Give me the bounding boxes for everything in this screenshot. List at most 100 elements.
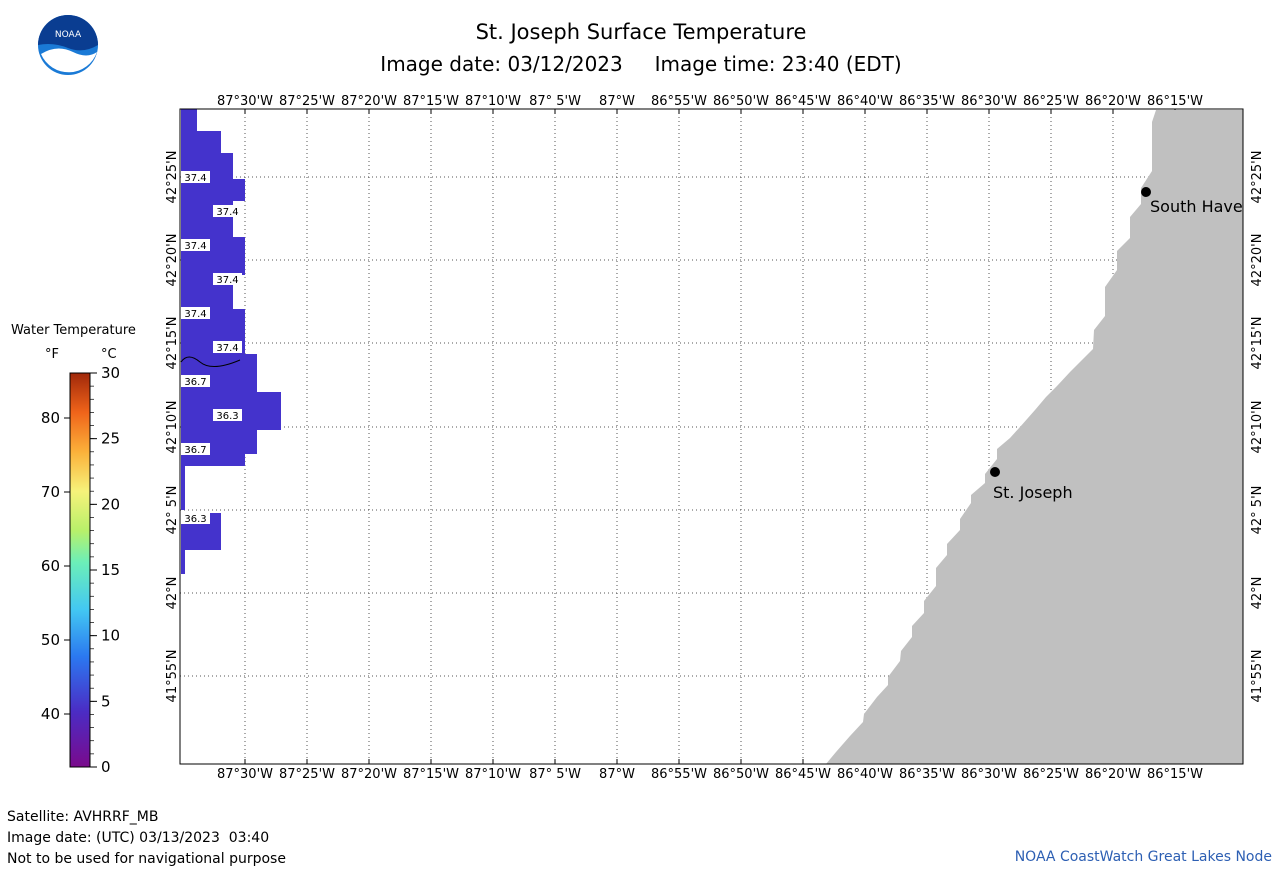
footer-disclaimer: Not to be used for navigational purpose — [7, 851, 286, 867]
noaa-logo-icon: NOAA — [38, 15, 98, 75]
lat-label-right: 42°10'N — [1250, 401, 1265, 454]
map-frame — [179, 108, 1244, 765]
lat-label-right: 42°20'N — [1250, 234, 1265, 287]
lat-label-right: 41°55'N — [1250, 650, 1265, 703]
image-time-label: Image time: 23:40 (EDT) — [654, 52, 902, 76]
temperature-legend: Water Temperature °F °C 8070605040302520… — [11, 323, 136, 776]
svg-text:37.4: 37.4 — [184, 173, 206, 184]
legend-c-tick: 30 — [101, 364, 120, 382]
city-marker: St. Joseph — [990, 467, 1073, 502]
lat-label-left: 42°25'N — [165, 151, 180, 204]
footer-credit: NOAA CoastWatch Great Lakes Node — [1014, 849, 1272, 865]
lat-label-right: 42° 5'N — [1250, 486, 1265, 535]
lat-label-left: 42°N — [165, 577, 180, 610]
isotherm-line — [180, 356, 241, 367]
lon-label-top: 87°20'W — [341, 94, 397, 109]
lon-label-bottom: 87° 5'W — [529, 767, 581, 782]
legend-c-tick: 15 — [101, 561, 120, 579]
legend-f-tick: 40 — [41, 705, 60, 723]
legend-f-tick: 70 — [41, 483, 60, 501]
temperature-label: 37.4 — [213, 205, 242, 218]
lon-label-bottom: 86°55'W — [651, 767, 707, 782]
city-dot-icon — [990, 467, 1000, 477]
legend-c-tick: 10 — [101, 627, 120, 645]
lat-label-left: 42°15'N — [165, 317, 180, 370]
city-dot-icon — [1141, 187, 1151, 197]
lon-label-top: 86°40'W — [837, 94, 893, 109]
page-subtitle: Image date: 03/12/2023 Image time: 23:40… — [0, 52, 1282, 76]
lat-label-right: 42°15'N — [1250, 317, 1265, 370]
lon-label-top: 86°35'W — [899, 94, 955, 109]
svg-text:36.3: 36.3 — [184, 514, 206, 525]
lon-label-bottom: 87°W — [599, 767, 635, 782]
lon-label-bottom: 87°15'W — [403, 767, 459, 782]
svg-text:36.7: 36.7 — [184, 445, 206, 456]
logo-text: NOAA — [55, 30, 82, 40]
image-date-label: Image date: 03/12/2023 — [380, 52, 623, 76]
footer-satellite: Satellite: AVHRRF_MB — [7, 809, 159, 825]
temperature-label: 37.4 — [181, 239, 210, 252]
legend-c-tick: 5 — [101, 692, 111, 710]
lon-label-bottom: 86°35'W — [899, 767, 955, 782]
land-michigan — [826, 110, 1243, 764]
lon-label-top: 86°55'W — [651, 94, 707, 109]
lon-label-top: 86°45'W — [775, 94, 831, 109]
temperature-label: 37.4 — [213, 273, 242, 286]
lon-label-bottom: 86°30'W — [961, 767, 1017, 782]
lat-label-right: 42°25'N — [1250, 151, 1265, 204]
svg-text:37.4: 37.4 — [216, 275, 238, 286]
lat-label-left: 42°20'N — [165, 234, 180, 287]
map: 87°30'W 87°30'W 87°25'W 87°25'W 87°20'W 87°20… — [165, 94, 1265, 782]
city-name: South Have — [1150, 197, 1243, 216]
lon-label-top: 87°25'W — [279, 94, 335, 109]
lon-label-top: 86°20'W — [1085, 94, 1141, 109]
temperature-label: 36.3 — [213, 409, 242, 422]
svg-text:37.4: 37.4 — [184, 309, 206, 320]
temperature-label: 37.4 — [213, 341, 242, 354]
lon-label-bottom: 86°20'W — [1085, 767, 1141, 782]
lon-label-top: 87°10'W — [465, 94, 521, 109]
legend-c-tick: 0 — [101, 758, 111, 776]
legend-unit-c: °C — [101, 347, 117, 362]
legend-unit-f: °F — [45, 347, 59, 362]
footer-utc-date: Image date: (UTC) 03/13/2023 03:40 — [7, 830, 270, 846]
legend-f-tick: 60 — [41, 557, 60, 575]
legend-f-tick: 50 — [41, 631, 60, 649]
lat-label-left: 42°10'N — [165, 401, 180, 454]
lon-label-bottom: 87°25'W — [279, 767, 335, 782]
temperature-label: 37.4 — [181, 307, 210, 320]
legend-f-tick: 80 — [41, 409, 60, 427]
lat-label-right: 42°N — [1250, 577, 1265, 610]
legend-c-tick: 20 — [101, 495, 120, 513]
svg-text:37.4: 37.4 — [216, 343, 238, 354]
lon-label-top: 86°15'W — [1147, 94, 1203, 109]
lat-label-left: 41°55'N — [165, 650, 180, 703]
legend-title: Water Temperature — [11, 323, 136, 338]
lon-label-top: 87°W — [599, 94, 635, 109]
lon-label-top: 86°50'W — [713, 94, 769, 109]
svg-text:37.4: 37.4 — [184, 241, 206, 252]
city-marker: South Have — [1141, 187, 1243, 216]
lon-label-top: 86°25'W — [1023, 94, 1079, 109]
page-title: St. Joseph Surface Temperature — [475, 20, 807, 44]
lon-label-top: 87° 5'W — [529, 94, 581, 109]
lat-label-left: 42° 5'N — [165, 486, 180, 535]
lon-label-bottom: 87°30'W — [217, 767, 273, 782]
lon-label-bottom: 86°25'W — [1023, 767, 1079, 782]
svg-text:36.3: 36.3 — [216, 411, 238, 422]
lon-label-top: 87°30'W — [217, 94, 273, 109]
legend-c-tick: 25 — [101, 430, 120, 448]
lon-label-bottom: 87°20'W — [341, 767, 397, 782]
lon-label-bottom: 86°50'W — [713, 767, 769, 782]
temperature-label: 36.7 — [181, 443, 210, 456]
temperature-label: 37.4 — [181, 171, 210, 184]
lon-label-top: 87°15'W — [403, 94, 459, 109]
city-name: St. Joseph — [993, 483, 1073, 502]
lon-label-bottom: 87°10'W — [465, 767, 521, 782]
svg-text:37.4: 37.4 — [216, 207, 238, 218]
temperature-label: 36.3 — [181, 512, 210, 525]
lon-label-bottom: 86°15'W — [1147, 767, 1203, 782]
lon-label-top: 86°30'W — [961, 94, 1017, 109]
lon-label-bottom: 86°45'W — [775, 767, 831, 782]
temperature-label: 36.7 — [181, 375, 210, 388]
